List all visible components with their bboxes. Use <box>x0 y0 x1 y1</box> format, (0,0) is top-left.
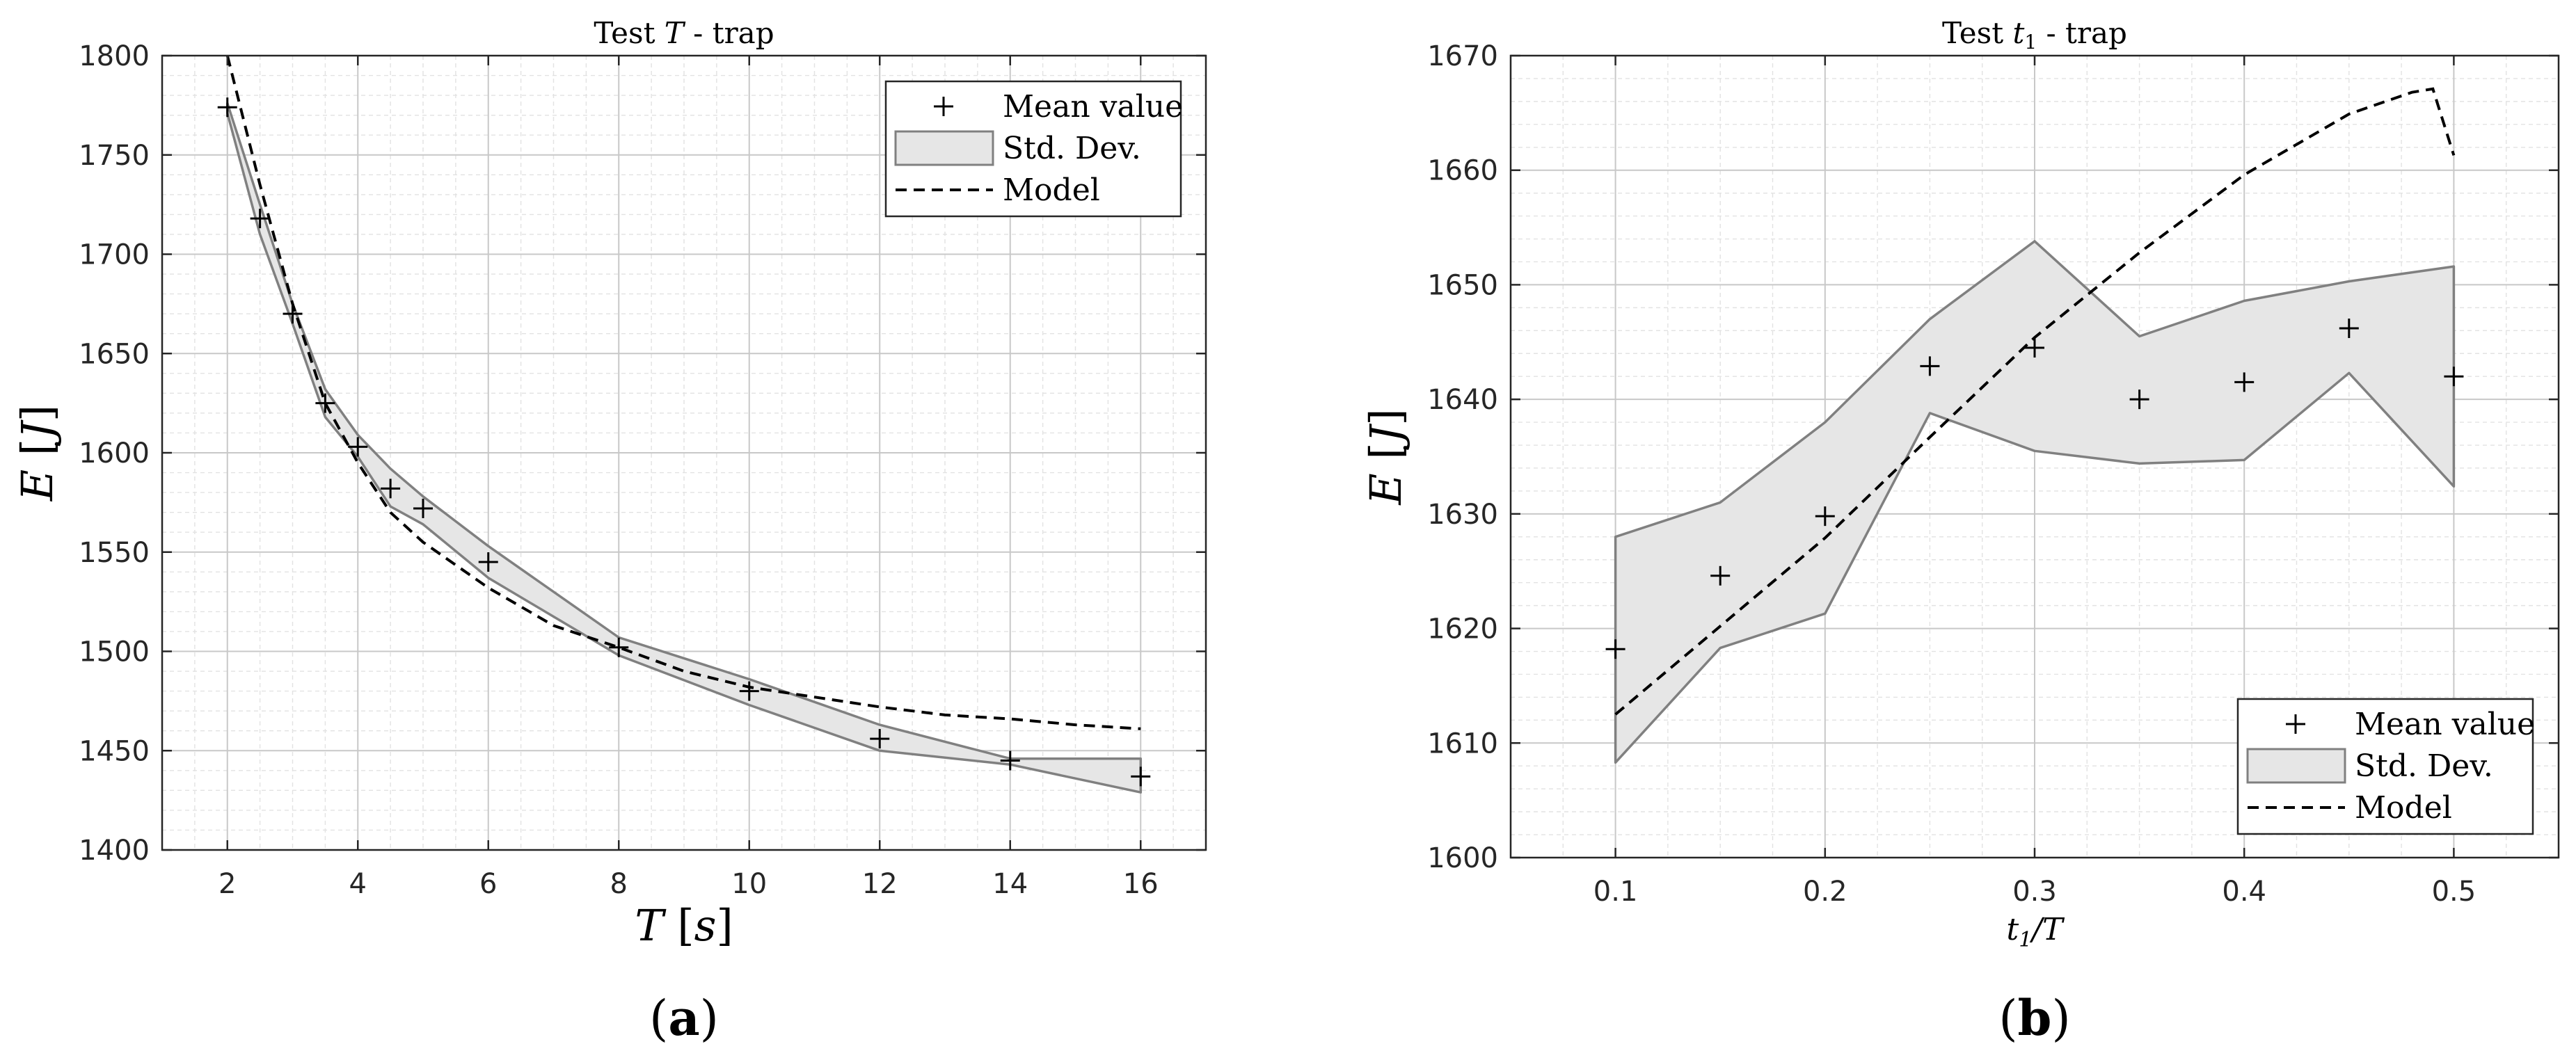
y-tick-label: 1610 <box>1427 728 1498 760</box>
tick-marks <box>162 54 1206 851</box>
legend-entry: Model <box>1003 172 1100 208</box>
x-tick-label: 2 <box>218 868 236 900</box>
legend-entry: Std. Dev. <box>2355 748 2493 784</box>
mean-value-point <box>2129 390 2149 410</box>
mean-value-point <box>283 304 303 324</box>
y-axis-label: E [J] <box>12 405 63 501</box>
mean-value-point <box>250 209 270 229</box>
mean-value-point <box>315 393 335 413</box>
legend-marker-icon <box>2286 714 2305 734</box>
mean-value-point <box>609 637 629 657</box>
panel-label: (b) <box>1998 989 2071 1047</box>
y-tick-label: 1650 <box>1427 269 1498 301</box>
x-tick-label: 12 <box>862 868 898 900</box>
mean-value-point <box>1815 506 1835 527</box>
mean-value-point <box>1000 750 1020 771</box>
legend: Mean value Std. Dev. Model <box>2236 698 2535 835</box>
y-tick-label: 1400 <box>79 835 150 867</box>
x-tick-label: 0.4 <box>2222 876 2266 908</box>
model-line <box>225 56 1141 730</box>
y-axis-label: E [J] <box>1360 408 1411 505</box>
x-tick-label: 0.1 <box>1593 876 1638 908</box>
chart-panel-b: 0.1 0.2 0.3 0.4 0.5 1600 1610 1620 1630 1640 1650 1… <box>1360 16 2560 1047</box>
y-tick-label: 1800 <box>79 40 150 72</box>
legend-entry: Model <box>2355 790 2452 826</box>
mean-value-point <box>2234 372 2255 392</box>
mean-value-point <box>2339 319 2359 339</box>
legend-entry: Mean value <box>2355 707 2535 742</box>
x-tick-label: 10 <box>731 868 767 900</box>
y-tick-label: 1670 <box>1427 40 1498 72</box>
chart-panel-a: 2 4 6 8 10 12 14 16 1400 1450 1500 1550 1600 1650 1700… <box>12 16 1207 1047</box>
x-axis-label: T [s] <box>635 900 733 951</box>
chart-title: Test T - trap <box>594 16 774 50</box>
y-tick-label: 1550 <box>79 537 150 569</box>
legend: Mean value Std. Dev. Model <box>884 80 1183 218</box>
mean-value-point <box>478 552 498 572</box>
x-tick-label: 0.5 <box>2432 876 2476 908</box>
x-tick-label: 6 <box>479 868 497 900</box>
y-tick-label: 1750 <box>79 140 150 172</box>
legend-band-icon <box>2246 748 2346 784</box>
x-tick-label: 14 <box>992 868 1028 900</box>
y-tick-label: 1650 <box>79 338 150 370</box>
x-tick-label: 0.3 <box>2012 876 2057 908</box>
mean-value-point <box>870 729 890 749</box>
y-tick-label: 1450 <box>79 735 150 767</box>
mean-value-point <box>348 437 368 457</box>
chart-title: Test t1 - trap <box>1942 16 2127 54</box>
x-axis-label: t1/T <box>2007 912 2066 952</box>
y-tick-label: 1600 <box>79 437 150 469</box>
std-dev-band <box>1614 240 2456 764</box>
y-tick-label: 1640 <box>1427 384 1498 416</box>
mean-value-point <box>1710 565 1731 586</box>
std-dev-band <box>226 102 1143 794</box>
legend-marker-icon <box>934 97 953 116</box>
y-tick-label: 1620 <box>1427 613 1498 645</box>
x-tick-label: 16 <box>1123 868 1159 900</box>
mean-value-point <box>1131 766 1151 787</box>
x-tick-label: 8 <box>610 868 628 900</box>
mean-value-point <box>739 681 759 701</box>
mean-value-point <box>1920 356 1940 376</box>
y-tick-label: 1600 <box>1427 842 1498 874</box>
y-tick-label: 1630 <box>1427 499 1498 531</box>
legend-entry: Mean value <box>1003 89 1183 125</box>
mean-value-point <box>381 479 401 499</box>
x-tick-label: 0.2 <box>1803 876 1847 908</box>
x-tick-label: 4 <box>349 868 367 900</box>
y-tick-label: 1700 <box>79 239 150 271</box>
legend-entry: Std. Dev. <box>1003 131 1141 166</box>
tick-marks <box>1511 54 2559 859</box>
mean-value-point <box>2444 367 2464 387</box>
mean-value-markers <box>1605 319 2464 659</box>
panel-label: (a) <box>649 989 719 1047</box>
y-tick-label: 1660 <box>1427 155 1498 187</box>
y-tick-label: 1500 <box>79 636 150 668</box>
legend-band-icon <box>894 130 994 166</box>
mean-value-point <box>217 97 237 118</box>
mean-value-point <box>413 498 433 518</box>
mean-value-point <box>1605 639 1625 659</box>
mean-value-markers <box>217 97 1151 787</box>
mean-value-point <box>2025 338 2044 358</box>
